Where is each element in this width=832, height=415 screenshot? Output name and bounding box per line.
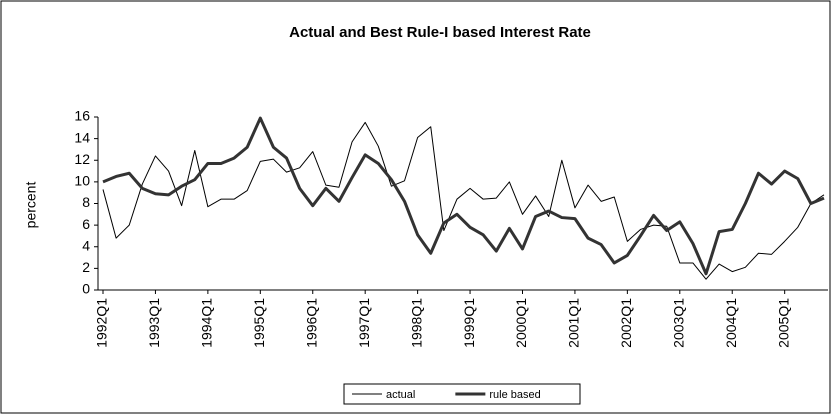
x-tick-label: 1992Q1 (94, 298, 110, 348)
series-line (102, 121, 825, 280)
x-tick-label: 2003Q1 (671, 298, 687, 348)
x-tick-label: 1997Q1 (356, 298, 372, 348)
x-tick-label: 2000Q1 (513, 298, 529, 348)
x-tick-label: 1993Q1 (146, 298, 162, 348)
x-tick-label: 1999Q1 (461, 298, 477, 348)
x-tick-label: 1996Q1 (303, 298, 319, 348)
x-tick-label: 2005Q1 (775, 298, 791, 348)
x-tick-label: 2002Q1 (618, 298, 634, 348)
y-tick-label: 16 (74, 108, 90, 124)
x-tick-label: 1998Q1 (408, 298, 424, 348)
y-tick-label: 10 (74, 173, 90, 189)
x-tick-label: 1994Q1 (199, 298, 215, 348)
chart-title: Actual and Best Rule-I based Interest Ra… (289, 24, 591, 41)
y-tick-label: 8 (82, 194, 90, 210)
legend-label: rule based (489, 389, 540, 401)
y-tick-label: 4 (82, 237, 90, 253)
x-tick-label: 2004Q1 (723, 298, 739, 348)
y-tick-label: 6 (82, 216, 90, 232)
legend-label: actual (386, 389, 415, 401)
y-axis-label: percent (23, 182, 39, 229)
y-tick-label: 12 (74, 151, 90, 167)
x-tick-label: 1995Q1 (251, 298, 267, 348)
legend: actual rule based (343, 383, 581, 405)
series-line (102, 116, 825, 276)
y-tick-label: 2 (82, 259, 90, 275)
x-tick-label: 2001Q1 (566, 298, 582, 348)
y-tick-label: 14 (74, 129, 90, 145)
y-tick-label: 0 (82, 281, 90, 297)
